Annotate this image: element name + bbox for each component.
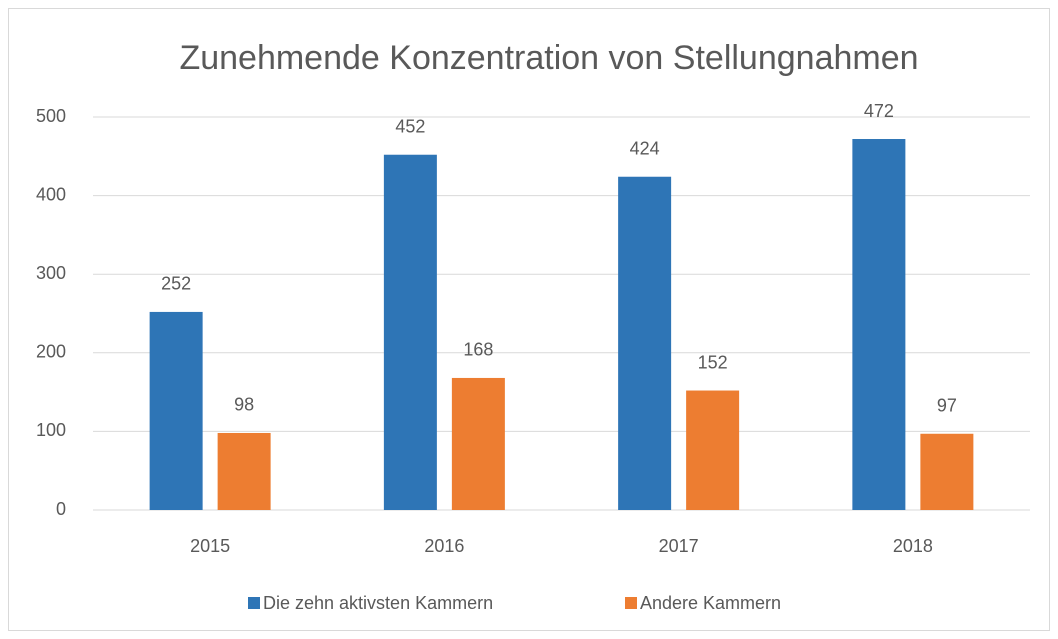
data-label: 452 [395,116,425,136]
x-tick-label: 2015 [190,536,230,556]
bar [618,176,672,510]
legend-swatch [248,597,260,609]
data-label: 424 [630,138,660,158]
data-label: 472 [864,101,894,121]
data-label: 97 [937,396,957,416]
y-tick-label: 200 [36,342,66,362]
y-tick-label: 500 [36,106,66,126]
data-label: 252 [161,274,191,294]
data-label: 98 [234,395,254,415]
x-tick-label: 2017 [659,536,699,556]
chart-title: Zunehmende Konzentration von Stellungnah… [179,39,918,77]
y-tick-label: 300 [36,263,66,283]
bar [451,377,505,510]
bar [686,390,740,510]
bar [149,311,203,510]
bar [920,433,974,510]
y-tick-label: 400 [36,184,66,204]
data-label: 152 [698,352,728,372]
x-tick-label: 2016 [424,536,464,556]
y-tick-label: 100 [36,420,66,440]
legend-swatch [625,597,637,609]
x-tick-label: 2018 [893,536,933,556]
bar [217,432,271,510]
legend-label: Andere Kammern [640,593,781,613]
bar [852,139,906,510]
legend-label: Die zehn aktivsten Kammern [263,593,493,613]
y-tick-label: 0 [56,499,66,519]
bar [383,154,437,510]
data-label: 168 [463,340,493,360]
